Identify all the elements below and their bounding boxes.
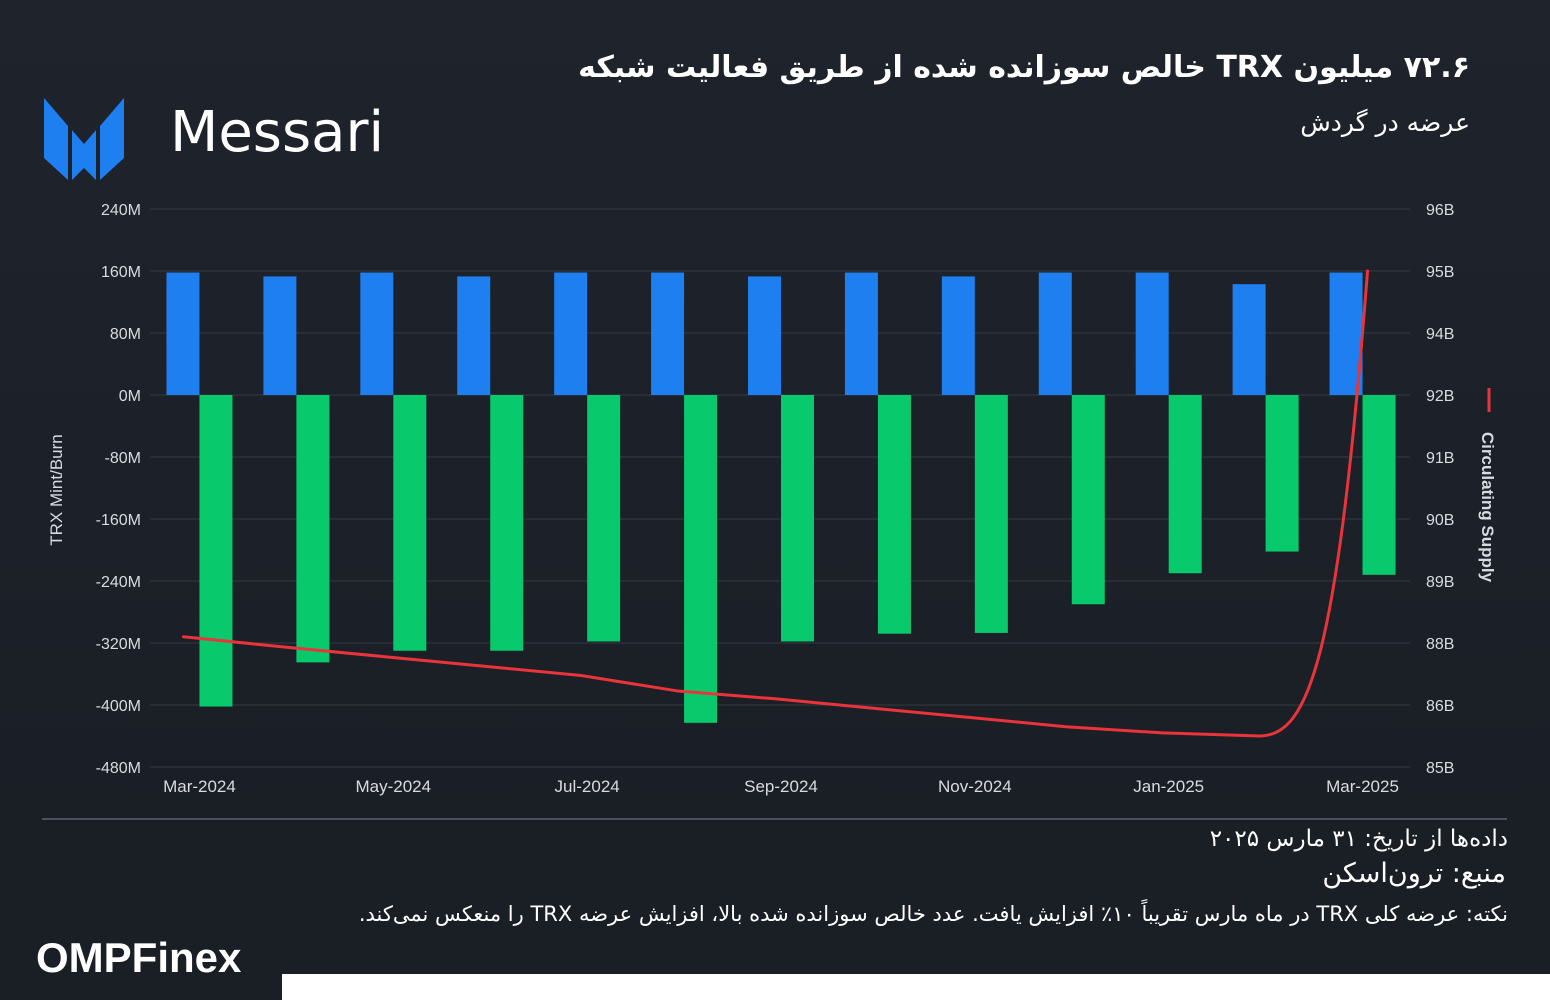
y-left-tick-label: -480M [96,760,141,777]
y-right-tick-label: 90B [1426,512,1454,529]
y-left-tick-label: -240M [96,574,141,591]
y-left-tick-label: -80M [105,450,141,467]
y-right-tick-label: 95B [1426,264,1454,281]
circulating-supply-line [181,269,1370,738]
x-tick-label: Mar-2025 [1326,777,1399,796]
x-tick-label: Jul-2024 [555,777,620,796]
burn-bar [199,395,233,707]
burn-bar [684,395,718,723]
footnote: نکته: عرضه کلی TRX در ماه مارس تقریباً ۱… [358,902,1508,926]
mint-bar [360,272,394,395]
burn-bar [781,395,814,642]
burn-bar [974,395,1008,633]
burn-bar [490,395,524,651]
y-right-tick-label: 92B [1426,388,1454,405]
legend-label: Circulating Supply [1478,432,1497,583]
y-left-tick-label: -160M [96,512,141,529]
page-title: ۷۲.۶ میلیون TRX خالص سوزانده شده از طریق… [578,50,1470,85]
y-right-tick-label: 86B [1426,698,1454,715]
footer-area [0,830,1550,1000]
y-left-tick-label: 160M [101,264,141,281]
page-subtitle: عرضه در گردش [1300,108,1470,137]
burn-bar [1362,395,1396,575]
burn-bar [1071,395,1105,605]
brand-logo: OMPFinex [36,934,242,981]
burn-bar [393,395,427,651]
burn-bar [1265,395,1299,552]
bottom-strip [282,974,1550,1000]
mint-bar [1135,272,1169,395]
y-right-tick-label: 89B [1426,574,1454,591]
burn-bar [1168,395,1202,574]
y-left-tick-label: 80M [110,326,141,343]
mint-bar [166,272,200,395]
source-note: منبع: ترون‌اسکن [1322,858,1506,889]
y-right-tick-label: 88B [1426,636,1454,653]
y-right-tick-label: 94B [1426,326,1454,343]
mint-bar [651,272,685,395]
y-left-tick-label: -320M [96,636,141,653]
y-left-tick-label: -400M [96,698,141,715]
x-tick-label: Jan-2025 [1133,777,1204,796]
y-left-tick-label: 240M [101,202,141,219]
mint-bar [554,272,588,395]
y-left-axis-title: TRX Mint/Burn [47,434,66,545]
burn-bar [587,395,621,642]
messari-logo-icon [44,98,124,180]
mint-bar [263,276,297,395]
chart-divider [42,818,1507,820]
y-right-tick-label: 96B [1426,202,1454,219]
mint-bar [941,276,975,395]
data-date-note: داده‌ها از تاریخ: ۳۱ مارس ۲۰۲۵ [1209,826,1508,852]
mint-bar [457,276,491,395]
x-tick-label: May-2024 [356,777,432,796]
y-right-tick-label: 85B [1426,760,1454,777]
y-right-tick-label: 91B [1426,450,1454,467]
x-tick-label: Nov-2024 [938,777,1012,796]
logo-text: Messari [170,100,385,165]
x-tick-label: Sep-2024 [744,777,818,796]
mint-burn-chart: 240M 160M 80M 0M -80M -160M -240M -320M -400M -48… [47,202,1497,796]
burn-bar [296,395,330,663]
x-tick-label: Mar-2024 [163,777,236,796]
mint-bar [748,276,781,395]
y-left-tick-label: 0M [119,388,141,405]
mint-bar [1232,284,1266,395]
mint-bar [844,272,878,395]
mint-bar [1038,272,1072,395]
burn-bar [877,395,911,634]
mint-bar [1329,272,1363,395]
